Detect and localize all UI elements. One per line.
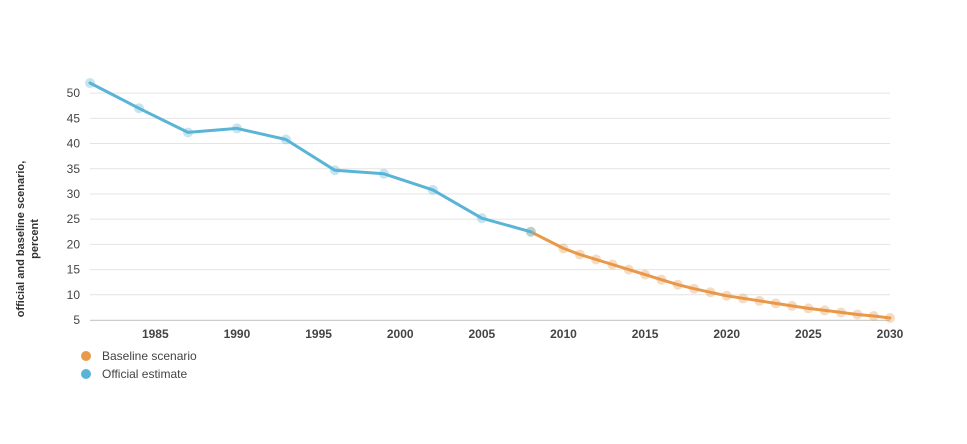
data-point[interactable]	[329, 165, 340, 176]
data-point[interactable]	[231, 123, 242, 134]
data-point[interactable]	[885, 312, 895, 323]
data-point[interactable]	[836, 307, 847, 318]
legend-item[interactable]: Official estimate	[81, 367, 187, 381]
y-tick-label: 15	[67, 263, 81, 277]
data-point[interactable]	[558, 243, 569, 254]
series-official-estimate	[85, 78, 536, 237]
y-axis-title-text: official and baseline scenario, percent	[15, 161, 41, 318]
data-point[interactable]	[868, 310, 879, 321]
y-tick-label: 45	[67, 111, 81, 125]
y-axis-title-line: official and baseline scenario,	[15, 161, 27, 318]
data-point[interactable]	[689, 283, 700, 294]
x-tick-label: 2010	[550, 327, 577, 341]
data-point[interactable]	[280, 134, 291, 145]
legend-label: Baseline scenario	[102, 349, 197, 363]
x-tick-label: 2025	[795, 327, 822, 341]
data-point[interactable]	[672, 279, 683, 290]
y-tick-label: 20	[67, 237, 81, 251]
data-point[interactable]	[640, 269, 651, 280]
data-point[interactable]	[852, 309, 863, 320]
data-point[interactable]	[591, 254, 602, 265]
data-point[interactable]	[607, 259, 618, 270]
series-line	[529, 230, 892, 320]
data-point[interactable]	[656, 274, 667, 285]
data-point[interactable]	[476, 213, 487, 224]
data-point[interactable]	[623, 264, 634, 275]
gridlines	[90, 92, 890, 321]
legend-marker	[81, 351, 91, 361]
y-tick-label: 40	[67, 137, 81, 151]
series-baseline-scenario	[525, 226, 895, 323]
x-tick-label: 2000	[387, 327, 414, 341]
y-tick-label: 30	[67, 187, 81, 201]
data-point[interactable]	[574, 249, 585, 260]
series-layer	[85, 78, 895, 323]
data-point[interactable]	[525, 226, 536, 237]
y-axis-title-line: percent	[29, 219, 41, 259]
y-axis-title: official and baseline scenario, percent	[15, 161, 41, 318]
y-tick-label: 25	[67, 212, 81, 226]
x-tick-label: 2005	[468, 327, 495, 341]
data-point[interactable]	[738, 293, 749, 304]
data-point[interactable]	[787, 300, 798, 311]
data-point[interactable]	[378, 168, 389, 179]
data-point[interactable]	[133, 103, 144, 114]
y-tick-label: 50	[67, 86, 81, 100]
data-point[interactable]	[770, 298, 781, 309]
y-tick-label: 10	[67, 288, 81, 302]
legend-item[interactable]: Baseline scenario	[81, 349, 197, 363]
x-tick-label: 1985	[142, 327, 169, 341]
data-point[interactable]	[705, 287, 716, 298]
data-point[interactable]	[754, 295, 765, 306]
series-line	[88, 81, 533, 234]
x-tick-label: 1990	[224, 327, 251, 341]
y-tick-label: 35	[67, 162, 81, 176]
data-point[interactable]	[427, 184, 438, 195]
x-tick-label: 2020	[713, 327, 740, 341]
data-point[interactable]	[85, 78, 95, 89]
data-point[interactable]	[803, 303, 814, 314]
legend-marker	[81, 369, 91, 379]
x-tick-label: 2030	[877, 327, 904, 341]
x-tick-label: 1995	[305, 327, 332, 341]
data-point[interactable]	[819, 305, 830, 316]
legend-label: Official estimate	[102, 367, 187, 381]
data-point[interactable]	[182, 127, 193, 138]
data-point[interactable]	[721, 290, 732, 301]
x-tick-label: 2015	[632, 327, 659, 341]
y-tick-label: 5	[73, 313, 80, 327]
legend: Baseline scenario Official estimate	[81, 349, 197, 381]
